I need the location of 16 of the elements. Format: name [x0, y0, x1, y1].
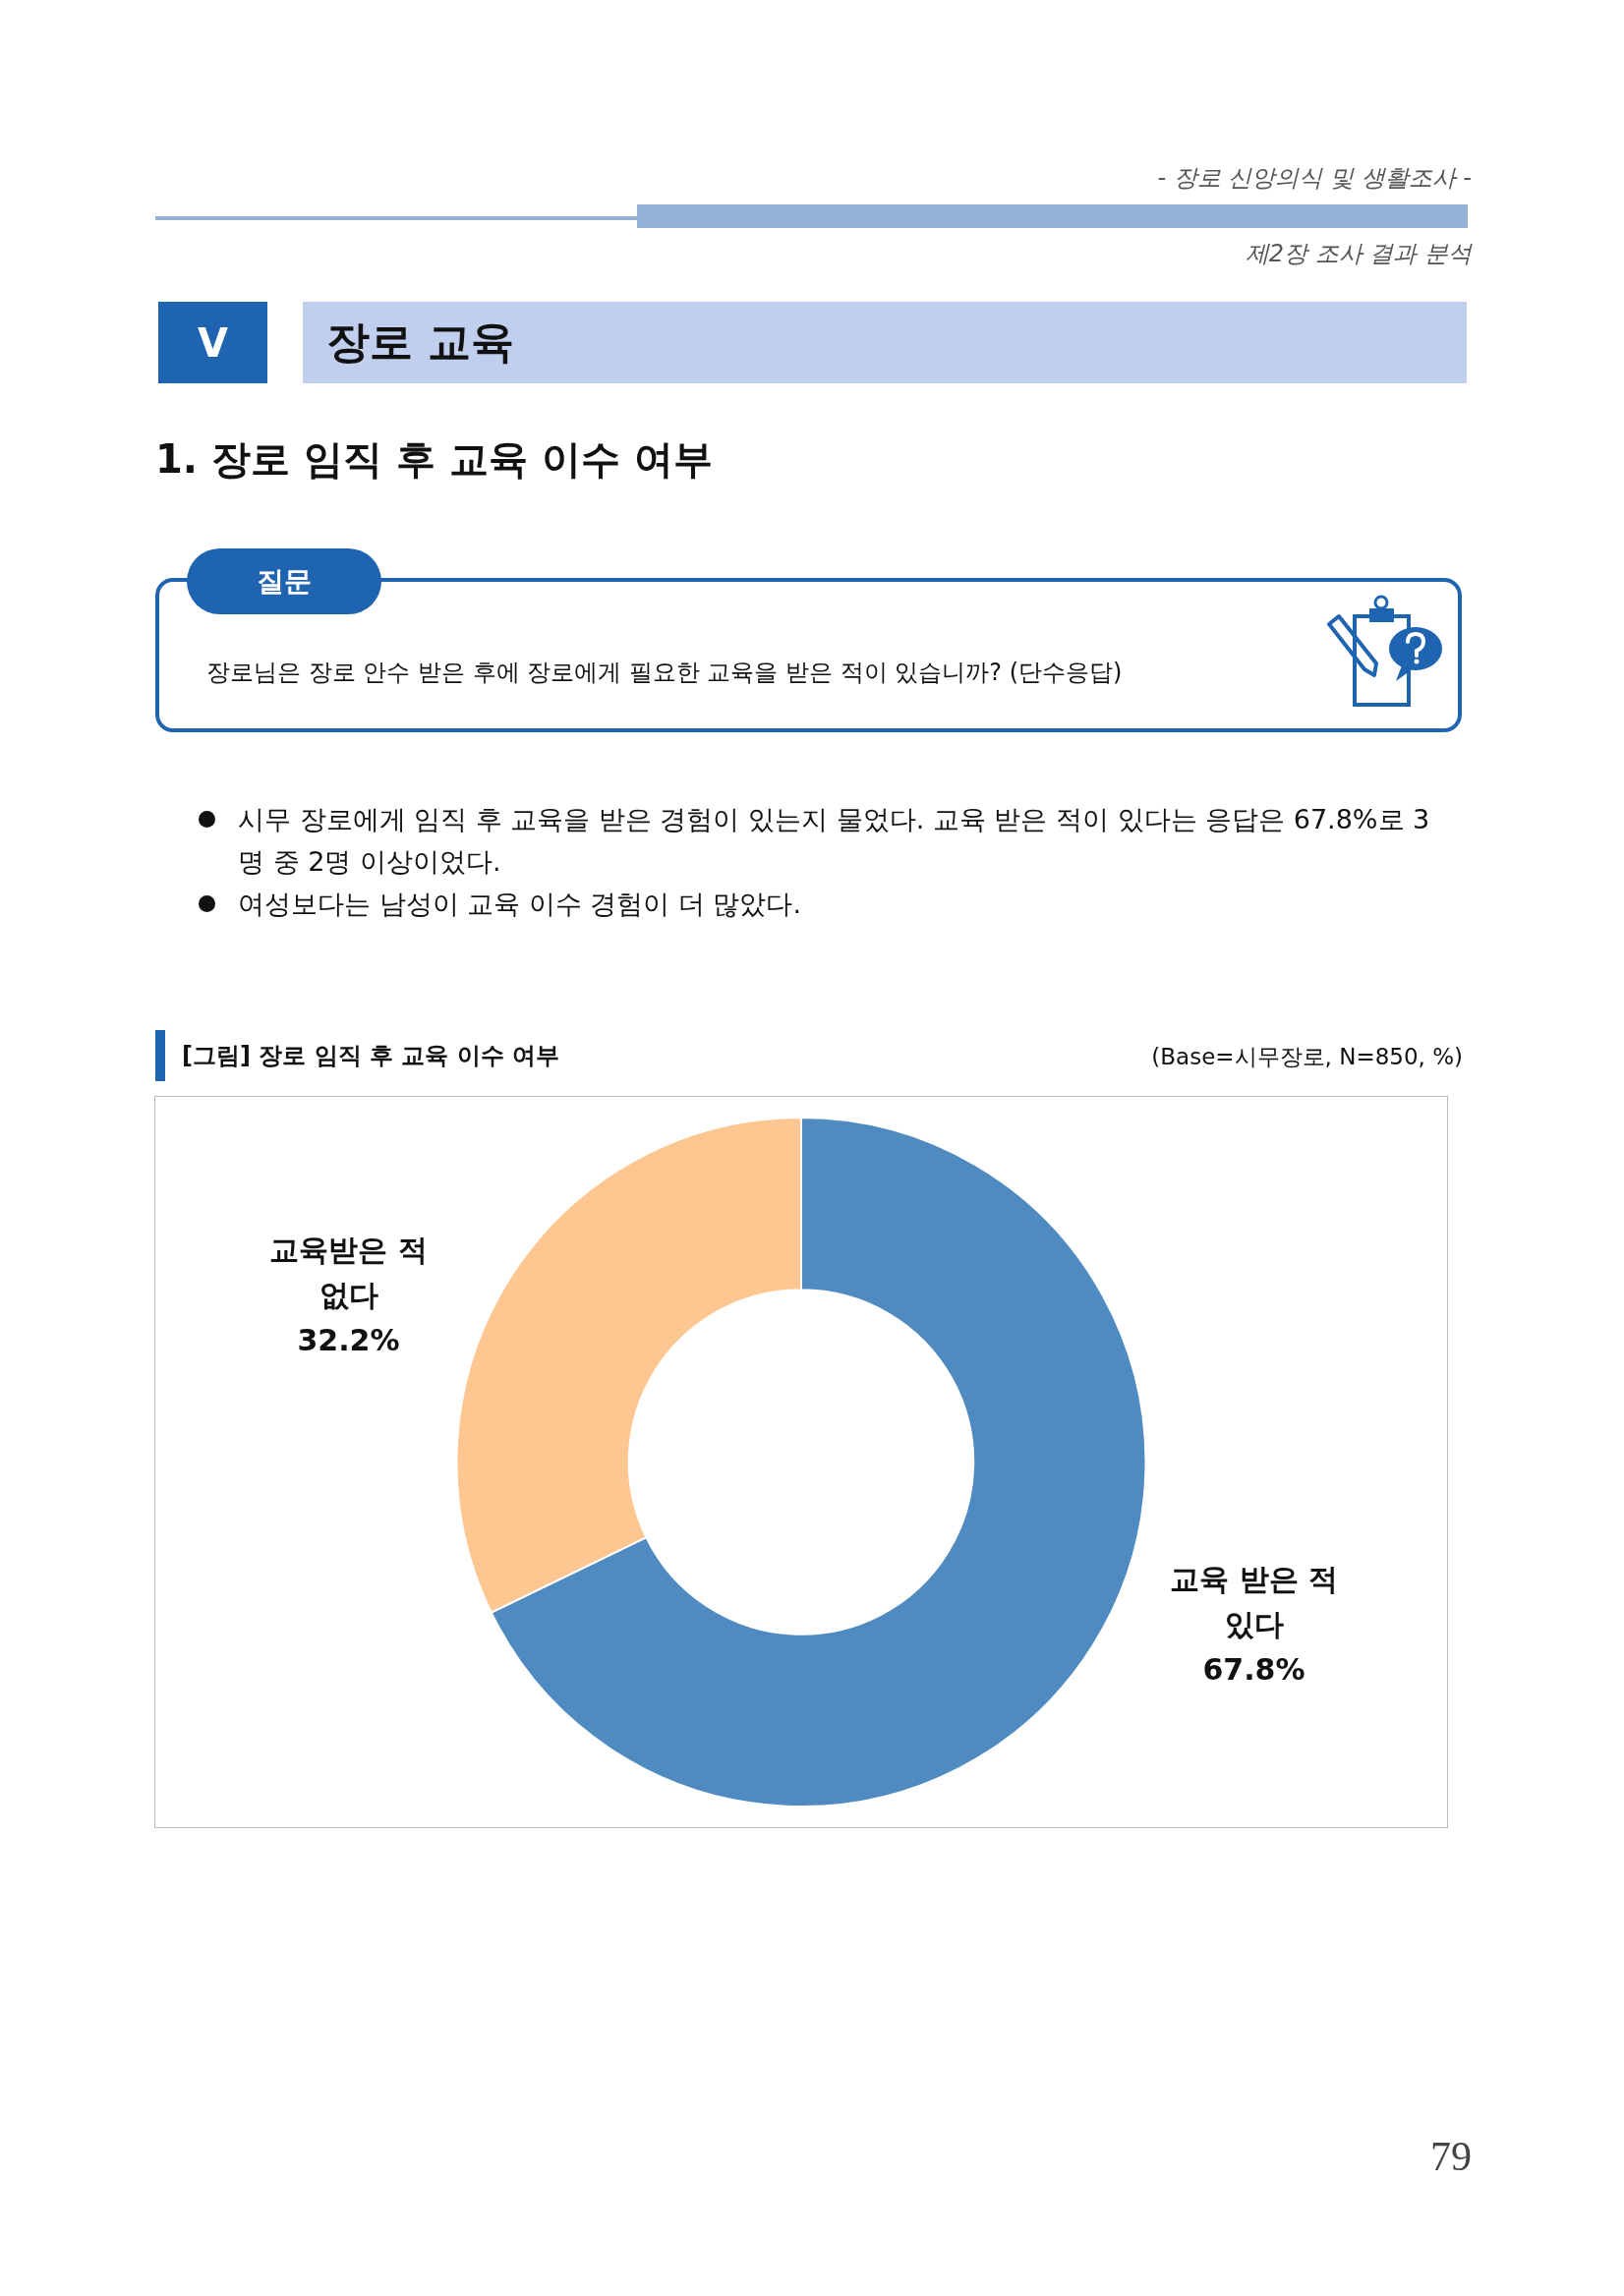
data-label: 32.2% — [297, 1322, 400, 1357]
chart-subtitle: (Base=시무장로, N=850, %) — [1151, 1043, 1463, 1071]
text: 제2장 조사 결과 분석 — [1245, 239, 1472, 269]
data-label: 67.8% — [1202, 1651, 1305, 1687]
text: 질문 — [187, 548, 381, 614]
text: 1. 장로 임직 후 교육 이수 여부 — [155, 435, 713, 484]
chart-title: [그림] 장로 임직 후 교육 이수 여부 — [182, 1041, 560, 1071]
text: 시무 장로에게 임직 후 교육을 받은 경험이 있는지 물었다. 교육 받은 적이 있다는 응답은 67.8%로 3명 중 2명 이상이었다. — [237, 803, 1431, 879]
slice-label: 교육 받은 적 있다 — [1170, 1561, 1338, 1641]
text: 79 — [1430, 2133, 1472, 2180]
text: 장로님은 장로 안수 받은 후에 장로에게 필요한 교육을 받은 적이 있습니까? (단수응답) — [206, 658, 1123, 688]
slice-label: 교육받은 적 없다 — [269, 1232, 428, 1312]
text: - 장로 신앙의식 및 생활조사 - — [1157, 163, 1472, 194]
text: V — [158, 302, 267, 383]
text: 여성보다는 남성이 교육 이수 경험이 더 많았다. — [237, 888, 803, 921]
text: 장로 교육 — [303, 302, 1467, 383]
